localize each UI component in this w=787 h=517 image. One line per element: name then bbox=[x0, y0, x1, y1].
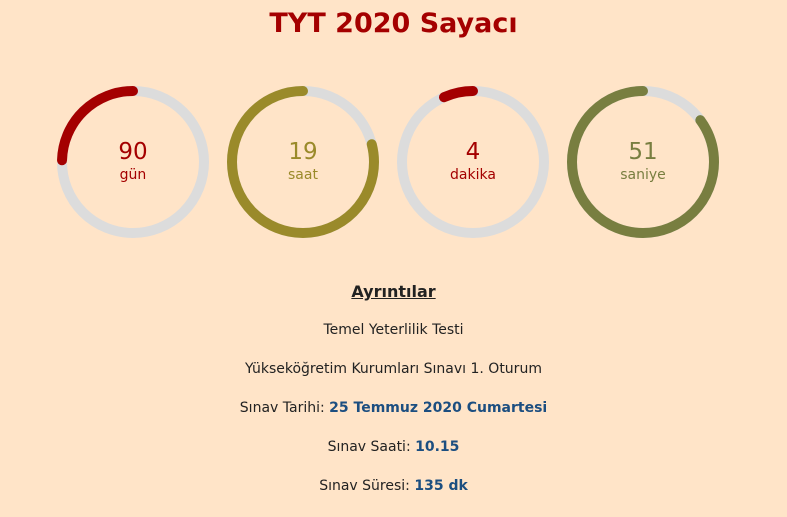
minutes-progress-ring bbox=[397, 86, 549, 238]
hours-progress-ring bbox=[227, 86, 379, 238]
minutes-value: 4 bbox=[465, 139, 481, 165]
exam-duration-value: 135 dk bbox=[414, 478, 468, 494]
seconds-label: saniye bbox=[620, 167, 666, 183]
seconds-counter: 51 saniye bbox=[566, 85, 720, 239]
exam-duration-row: Sınav Süresi: 135 dk bbox=[0, 476, 787, 496]
exam-date-row: Sınav Tarihi: 25 Temmuz 2020 Cumartesi bbox=[0, 398, 787, 418]
exam-duration-label: Sınav Süresi: bbox=[319, 478, 410, 494]
seconds-progress-ring bbox=[567, 86, 719, 238]
minutes-counter: 4 dakika bbox=[396, 85, 550, 239]
days-progress-ring bbox=[57, 86, 209, 238]
days-counter: 90 gün bbox=[56, 85, 210, 239]
details-heading: Ayrıntılar bbox=[351, 282, 436, 301]
days-label: gün bbox=[119, 167, 147, 183]
exam-date-label: Sınav Tarihi: bbox=[239, 400, 325, 416]
exam-session: Yükseköğretim Kurumları Sınavı 1. Oturum bbox=[245, 361, 542, 377]
exam-time-row: Sınav Saati: 10.15 bbox=[0, 437, 787, 457]
hours-counter: 19 saat bbox=[226, 85, 380, 239]
hours-value: 19 bbox=[288, 139, 318, 165]
hours-label: saat bbox=[288, 167, 318, 183]
days-value: 90 bbox=[118, 139, 148, 165]
seconds-value: 51 bbox=[628, 139, 658, 165]
exam-time-value: 10.15 bbox=[415, 439, 460, 455]
exam-date-value: 25 Temmuz 2020 Cumartesi bbox=[329, 400, 548, 416]
exam-time-label: Sınav Saati: bbox=[327, 439, 411, 455]
minutes-label: dakika bbox=[450, 167, 496, 183]
page-title: TYT 2020 Sayacı bbox=[269, 8, 518, 39]
details-section: Ayrıntılar Temel Yeterlilik Testi Yüksek… bbox=[0, 281, 787, 496]
exam-name: Temel Yeterlilik Testi bbox=[323, 322, 464, 338]
